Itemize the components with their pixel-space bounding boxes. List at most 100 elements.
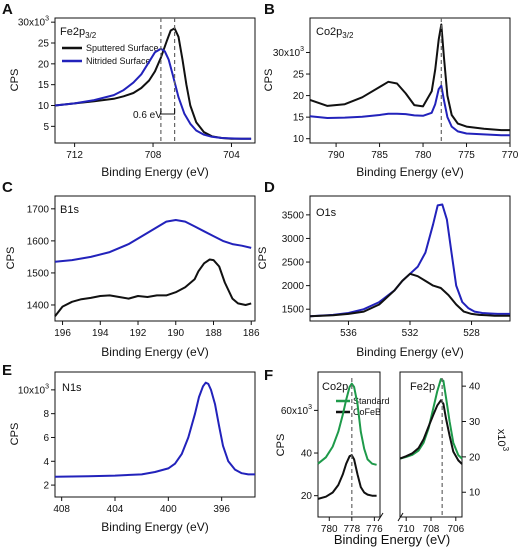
panel-f-left-xtick-label: 776 bbox=[366, 524, 383, 535]
panel-a-xtick-label: 708 bbox=[145, 150, 162, 161]
panel-c-ytick-label: 1400 bbox=[27, 300, 50, 311]
panel-d-frame bbox=[309, 195, 511, 322]
panel-d-ytick-label: 3500 bbox=[282, 210, 305, 221]
panel-a-ytick-label: 30x103 bbox=[18, 16, 49, 29]
panel-f-left-series-1 bbox=[317, 454, 377, 500]
panel-c-xtick-label: 188 bbox=[205, 328, 222, 339]
panel-b-title: Co2p3/2 bbox=[316, 26, 354, 40]
panel-d-xtick-label: 536 bbox=[340, 328, 357, 339]
legend-standard: Standard bbox=[353, 396, 390, 406]
panel-b-ytick-label: 10 bbox=[293, 134, 305, 145]
panel-d-xlabel: Binding Energy (eV) bbox=[356, 345, 463, 359]
panel-a-xtick-label: 712 bbox=[66, 150, 83, 161]
panel-c-ytick-label: 1500 bbox=[27, 268, 50, 279]
legend-sputtered: Sputtered Surface bbox=[86, 43, 159, 53]
panel-f-right-ytick-label: 20 bbox=[469, 452, 481, 463]
panel-f-title-co: Co2p bbox=[322, 381, 348, 393]
panel-b-xtick-label: 785 bbox=[371, 150, 388, 161]
panel-b-xtick-label: 790 bbox=[328, 150, 345, 161]
panel-c-xtick-label: 194 bbox=[92, 328, 109, 339]
panel-c-title: B1s bbox=[60, 204, 79, 216]
panel-d-ytick-label: 1500 bbox=[282, 305, 305, 316]
panel-c-xlabel: Binding Energy (eV) bbox=[101, 345, 208, 359]
panel-d-ytick-label: 3000 bbox=[282, 234, 305, 245]
panel-f-right-series-0 bbox=[399, 378, 463, 460]
panel-c-ytick-label: 1600 bbox=[27, 236, 50, 247]
panel-e-series-0 bbox=[54, 381, 255, 478]
panel-d-xtick-label: 532 bbox=[402, 328, 419, 339]
panel-a: A Fe2p3/2 CPS Binding Energy (eV) 0.6 eV… bbox=[2, 1, 256, 179]
panel-a-ylabel: CPS bbox=[9, 69, 21, 92]
panel-c-xtick-label: 186 bbox=[243, 328, 260, 339]
panel-d-ytick-label: 2500 bbox=[282, 258, 305, 269]
panel-a-series-1 bbox=[54, 47, 252, 140]
panel-b-ytick-label: 20 bbox=[293, 91, 305, 102]
panel-f-left-frame bbox=[317, 371, 381, 518]
panel-f-ylabel: CPS bbox=[275, 434, 287, 457]
axis-break-mark bbox=[377, 512, 384, 522]
panel-d: D O1s CPS Binding Energy (eV) bbox=[257, 179, 511, 359]
panel-a-ytick-label: 20 bbox=[38, 59, 50, 70]
panel-b-ytick-label: 15 bbox=[293, 113, 305, 124]
shift-bracket bbox=[160, 108, 176, 115]
panel-a-ytick-label: 15 bbox=[38, 80, 50, 91]
panel-b-xtick-label: 770 bbox=[502, 150, 519, 161]
panel-f-right-ytick-label: 30 bbox=[469, 417, 481, 428]
panel-e-ylabel: CPS bbox=[9, 423, 21, 446]
panel-a-frame bbox=[54, 17, 256, 144]
panel-d-series-1 bbox=[309, 272, 510, 318]
panel-e-xtick-label: 400 bbox=[160, 504, 177, 515]
panel-e-xtick-label: 404 bbox=[107, 504, 124, 515]
panel-f-right-ytick-label: 10 bbox=[469, 488, 481, 499]
panel-c-frame bbox=[54, 195, 256, 322]
panel-a-ytick-label: 5 bbox=[43, 122, 49, 133]
panel-d-ytick-label: 2000 bbox=[282, 281, 305, 292]
panel-a-ytick-label: 25 bbox=[38, 39, 50, 50]
panel-b-xtick-label: 775 bbox=[458, 150, 475, 161]
panel-f-left-xtick-label: 778 bbox=[343, 524, 360, 535]
panel-d-xtick-label: 528 bbox=[463, 328, 480, 339]
panel-d-title: O1s bbox=[316, 207, 337, 219]
panel-f-right-ytick-label: 40 bbox=[469, 382, 481, 393]
panel-e-xlabel: Binding Energy (eV) bbox=[101, 520, 208, 534]
panel-f: F Co2p Fe2p CPS x103 Binding Energy (eV)… bbox=[264, 367, 510, 547]
panel-d-letter: D bbox=[264, 179, 275, 196]
panel-e-ytick-label: 6 bbox=[43, 433, 49, 444]
panel-f-right-xtick-label: 706 bbox=[447, 524, 464, 535]
panel-e-xtick-label: 396 bbox=[213, 504, 230, 515]
panel-e-ytick-label: 8 bbox=[43, 409, 49, 420]
panel-b-series-0 bbox=[309, 23, 510, 132]
panel-e: E N1s CPS Binding Energy (eV) bbox=[2, 362, 256, 534]
panel-e-title: N1s bbox=[62, 382, 82, 394]
axis-break-mark bbox=[397, 512, 404, 522]
panel-b-letter: B bbox=[264, 1, 275, 18]
panel-e-xtick-label: 408 bbox=[53, 504, 70, 515]
panel-f-left-xtick-label: 780 bbox=[321, 524, 338, 535]
panel-b-ytick-label: 30x103 bbox=[273, 46, 304, 59]
panel-f-letter: F bbox=[264, 367, 273, 384]
panel-c-xtick-label: 190 bbox=[167, 328, 184, 339]
panel-c: C B1s CPS Binding Energy (eV) bbox=[2, 179, 256, 359]
panel-b-ylabel: CPS bbox=[263, 69, 275, 92]
panel-e-ytick-label: 2 bbox=[43, 481, 49, 492]
legend-nitrided: Nitrided Surface bbox=[86, 56, 151, 66]
panel-b-xtick-label: 780 bbox=[415, 150, 432, 161]
panel-f-left-series-0 bbox=[317, 382, 377, 466]
panel-d-ylabel: CPS bbox=[257, 247, 269, 270]
panel-e-frame bbox=[54, 371, 256, 498]
panel-c-ylabel: CPS bbox=[5, 247, 17, 270]
panel-a-xlabel: Binding Energy (eV) bbox=[101, 165, 208, 179]
panel-a-title: Fe2p3/2 bbox=[60, 26, 97, 40]
panel-e-letter: E bbox=[2, 362, 12, 379]
panel-c-ytick-label: 1700 bbox=[27, 204, 50, 215]
panel-b-frame bbox=[309, 17, 511, 144]
panel-c-letter: C bbox=[2, 179, 13, 196]
panel-b: B Co2p3/2 CPS Binding Energy (eV) bbox=[263, 1, 511, 179]
panel-f-right-exponent: x103 bbox=[495, 429, 510, 452]
panel-f-right-frame bbox=[399, 371, 463, 518]
panel-b-series-1 bbox=[309, 84, 510, 137]
panel-c-series-0 bbox=[54, 219, 252, 263]
panel-a-ytick-label: 10 bbox=[38, 101, 50, 112]
